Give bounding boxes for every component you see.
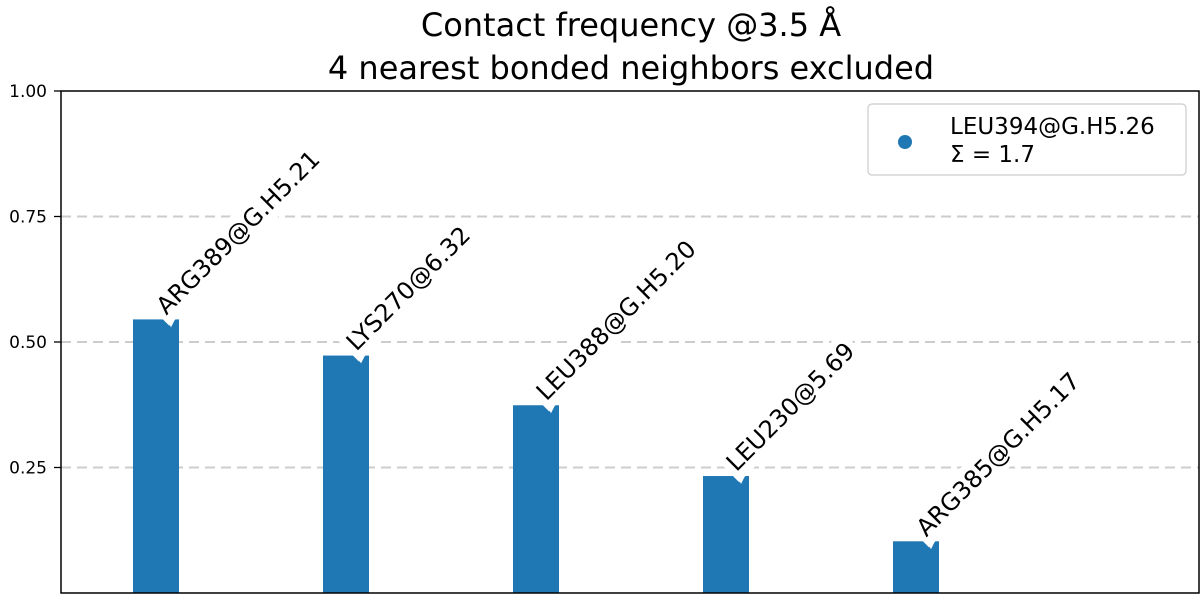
bar-annotation-pointer: [167, 319, 175, 328]
bar-annotation-pointer: [927, 541, 935, 550]
bar-annotation-background: [145, 139, 332, 326]
bar-label: LEU230@5.69: [721, 337, 861, 477]
bar-annotation-pointer: [737, 476, 745, 485]
bar-label: ARG389@G.H5.21: [151, 145, 326, 320]
bar-labels: ARG389@G.H5.21 LYS270@6.32 LEU388@G.H5.20L…: [145, 139, 1092, 550]
bar: [513, 405, 559, 593]
grid-lines: [61, 215, 1199, 469]
bar: [133, 319, 179, 593]
bar-annotation-background: [715, 331, 866, 483]
bar-annotation: ARG385@G.H5.17: [905, 361, 1092, 548]
legend: LEU394@G.H5.26 Σ = 1.7: [867, 103, 1187, 176]
legend-marker: [898, 135, 912, 149]
bar-annotation: ARG389@G.H5.21: [145, 139, 332, 326]
chart-title-line-1: Contact frequency @3.5 Å: [421, 6, 841, 44]
bar-annotation: LEU230@5.69: [715, 331, 866, 483]
bar-annotation-pointer: [547, 405, 555, 414]
legend-entry-label: LEU394@G.H5.26: [950, 114, 1155, 140]
bars: [133, 319, 939, 593]
legend-box: [867, 103, 1187, 176]
bar-label: LEU388@G.H5.20: [531, 235, 702, 406]
bar-annotation-pointer: [357, 355, 365, 364]
bar-annotation: LYS270@6.32: [335, 215, 482, 362]
legend-entry-sum: Σ = 1.7: [950, 142, 1035, 168]
bar: [323, 355, 369, 593]
bar-annotation-background: [905, 361, 1092, 548]
bar: [703, 476, 749, 593]
plot-area-frame: [60, 90, 1200, 594]
y-axis: 0.25 0.50 0.75 1.00: [9, 82, 61, 479]
bar-annotation-background: [525, 229, 708, 412]
chart-title-line-2: 4 nearest bonded neighbors excluded: [328, 49, 934, 87]
bar-annotation-background: [335, 215, 482, 362]
bar: [893, 541, 939, 593]
bar-label: ARG385@G.H5.17: [911, 367, 1086, 542]
bar-annotation: LEU388@G.H5.20: [525, 229, 708, 412]
bar-label: LYS270@6.32: [341, 221, 476, 356]
y-tick-label: 0.75: [9, 208, 47, 228]
y-tick-label: 0.25: [9, 459, 47, 479]
chart-title: Contact frequency @3.5 Å 4 nearest bonde…: [328, 6, 934, 87]
y-tick-label: 0.50: [9, 333, 47, 353]
y-tick-label: 1.00: [9, 82, 47, 102]
